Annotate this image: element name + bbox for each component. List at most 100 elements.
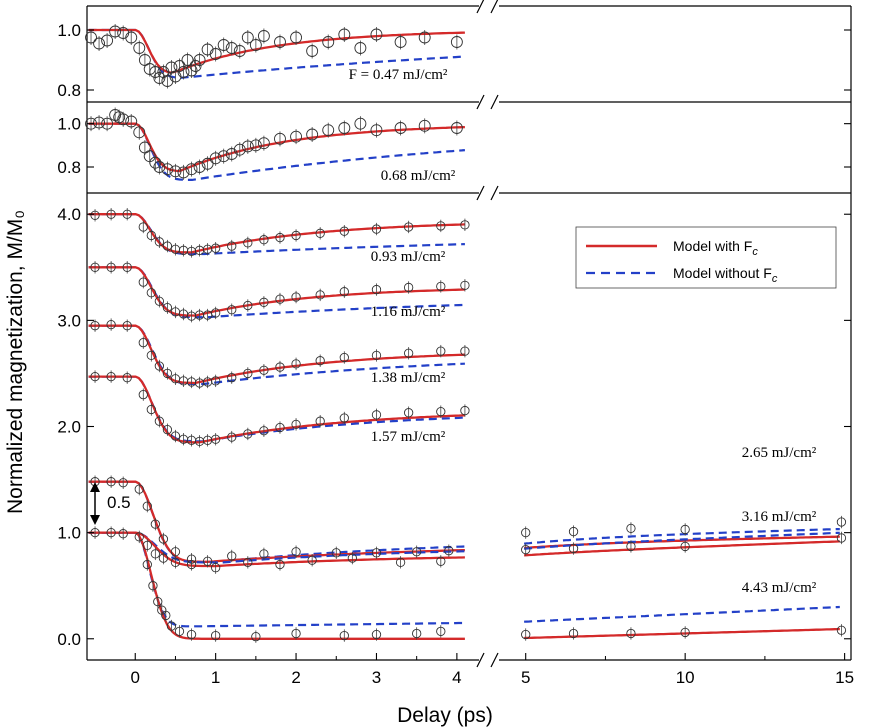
data-point xyxy=(211,308,221,318)
data-point xyxy=(412,547,422,557)
x-tick-label: 2 xyxy=(291,668,300,687)
data-point xyxy=(185,64,198,77)
data-point xyxy=(149,66,162,78)
data-point xyxy=(521,629,531,640)
data-point xyxy=(836,517,847,527)
curve-labels: F = 0.47 mJ/cm² 0.68 mJ/cm² 0.93 mJ/cm² 1.1… xyxy=(349,67,817,596)
data-point xyxy=(153,161,166,173)
data-point xyxy=(101,34,114,47)
data-point xyxy=(201,157,214,170)
data-point xyxy=(209,48,222,60)
data-point xyxy=(90,210,100,220)
data-point xyxy=(90,262,100,272)
y-tick-label: 1.0 xyxy=(57,524,81,543)
data-point xyxy=(90,321,100,331)
data-point xyxy=(568,543,579,554)
curve-with-fc-2-3-0 xyxy=(88,375,465,444)
data-point xyxy=(177,66,190,78)
data-point xyxy=(153,596,163,607)
data-point xyxy=(170,431,181,441)
data-point xyxy=(162,425,173,435)
axis-ticks: 0 1 2 3 4 5 10 15 0.8 1.0 0.8 1.0 0.0 1.0 2.0 3.0 4.0 xyxy=(57,21,854,687)
data-point xyxy=(150,549,160,559)
data-point xyxy=(460,220,470,230)
data-point xyxy=(291,628,301,639)
data-point xyxy=(225,148,238,160)
data-point xyxy=(118,478,128,488)
data-point xyxy=(339,287,349,297)
legend-label-without: Model without Fc xyxy=(673,265,778,285)
data-point xyxy=(186,559,197,570)
data-point xyxy=(162,302,173,313)
data-point xyxy=(371,548,382,558)
x-axis-label: Delay (ps) xyxy=(397,704,493,727)
data-point xyxy=(339,413,349,423)
data-point xyxy=(274,36,286,48)
data-point xyxy=(243,368,253,379)
data-point xyxy=(138,277,148,287)
data-point xyxy=(460,346,470,356)
data-point xyxy=(149,156,162,169)
data-point xyxy=(347,553,357,563)
data-point xyxy=(162,241,173,251)
data-point xyxy=(181,54,194,66)
data-point xyxy=(211,630,221,641)
data-point xyxy=(259,426,269,436)
data-point xyxy=(138,390,148,400)
data-point xyxy=(185,163,198,176)
data-point xyxy=(174,626,185,636)
data-point xyxy=(275,294,285,304)
data-point xyxy=(275,559,285,570)
data-point xyxy=(138,222,148,232)
data-point xyxy=(154,237,165,247)
break-mark xyxy=(490,652,499,668)
data-point xyxy=(154,361,165,371)
legend-label-with: Model with Fc xyxy=(673,238,758,258)
data-point xyxy=(338,28,351,41)
y-tick-label: 0.8 xyxy=(57,158,81,177)
legend: Model with Fc Model without Fc xyxy=(575,226,837,289)
data-point xyxy=(315,356,325,366)
data-point xyxy=(106,477,116,487)
break-mark xyxy=(490,94,499,110)
break-mark xyxy=(490,0,499,14)
data-point xyxy=(395,557,406,568)
data-point xyxy=(418,119,431,132)
data-point xyxy=(680,541,690,552)
data-point xyxy=(85,117,97,130)
data-point xyxy=(274,132,286,145)
data-point xyxy=(146,230,156,241)
data-point xyxy=(227,373,237,383)
data-point xyxy=(133,126,146,139)
model-curves xyxy=(88,28,840,640)
data-point xyxy=(170,547,181,557)
data-point xyxy=(521,527,531,538)
data-point xyxy=(339,226,349,236)
data-point xyxy=(394,36,407,48)
data-point xyxy=(680,627,690,638)
curve-with-fc-2-6-0 xyxy=(88,531,465,640)
data-point xyxy=(371,350,382,361)
data-point xyxy=(138,54,151,66)
data-point xyxy=(257,30,270,42)
data-point xyxy=(249,139,262,152)
break-mark xyxy=(476,0,485,14)
data-point xyxy=(118,529,128,539)
data-point xyxy=(162,368,173,379)
data-point xyxy=(90,371,100,382)
y-tick-label: 0.0 xyxy=(57,630,81,649)
curve-without-fc-2-4-1 xyxy=(523,528,840,545)
data-point xyxy=(134,484,144,494)
data-point xyxy=(125,115,138,128)
data-point xyxy=(225,42,238,54)
data-point xyxy=(227,551,237,561)
data-point xyxy=(836,533,847,543)
data-point xyxy=(193,54,206,66)
data-point xyxy=(217,150,230,163)
data-point xyxy=(148,581,158,591)
data-point xyxy=(331,548,341,558)
data-point xyxy=(370,28,383,41)
data-point xyxy=(450,36,463,48)
fluence-label: 4.43 mJ/cm² xyxy=(742,580,817,596)
data-point xyxy=(122,373,132,383)
